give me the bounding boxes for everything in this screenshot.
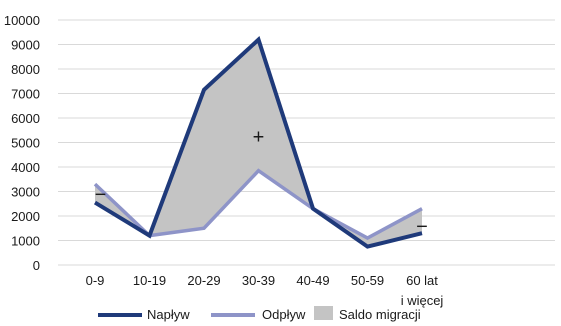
- x-tick-label: 0-9: [86, 273, 105, 288]
- x-tick-label: 30-39: [242, 273, 275, 288]
- x-tick-label: 60 lat i więcej: [401, 273, 444, 308]
- series-line-naplyw: [93, 36, 423, 249]
- sign-annotation: −: [95, 184, 107, 206]
- y-tick-label: 10000: [4, 13, 40, 28]
- saldo-area: [95, 39, 422, 247]
- legend: Napływ Odpływ Saldo migracji: [98, 306, 421, 322]
- y-tick-label: 2000: [11, 209, 40, 224]
- legend-label-naplyw: Napływ: [147, 307, 190, 322]
- sign-annotation: −: [416, 216, 428, 238]
- y-tick-label: 3000: [11, 185, 40, 200]
- y-tick-label: 5000: [11, 136, 40, 151]
- sign-annotation: +: [253, 127, 265, 149]
- y-tick-label: 0: [33, 258, 40, 273]
- y-tick-label: 6000: [11, 111, 40, 126]
- y-tick-label: 7000: [11, 87, 40, 102]
- x-tick-label: 50-59: [351, 273, 384, 288]
- saldo-migracji-area: [95, 39, 422, 247]
- series-line-odplyw: [93, 168, 423, 241]
- y-axis-labels: 0 1000 2000 3000 4000 5000 6000 7000 8000 9000 100…: [4, 13, 40, 273]
- y-tick-label: 9000: [11, 38, 40, 53]
- y-tick-label: 8000: [11, 62, 40, 77]
- x-tick-label: 40-49: [296, 273, 329, 288]
- x-tick-label: 10-19: [133, 273, 166, 288]
- sign-annotations: − + −: [95, 127, 428, 238]
- gridlines: [58, 19, 555, 266]
- series-lines: [93, 36, 423, 249]
- legend-label-saldo: Saldo migracji: [339, 307, 421, 322]
- legend-label-odplyw: Odpływ: [262, 307, 306, 322]
- y-tick-label: 1000: [11, 234, 40, 249]
- x-tick-label: 20-29: [187, 273, 220, 288]
- y-tick-label: 4000: [11, 160, 40, 175]
- x-axis-labels: 0-9 10-19 20-29 30-39 40-49 50-59 60 lat i więc…: [86, 273, 444, 308]
- legend-swatch-saldo: [314, 306, 333, 320]
